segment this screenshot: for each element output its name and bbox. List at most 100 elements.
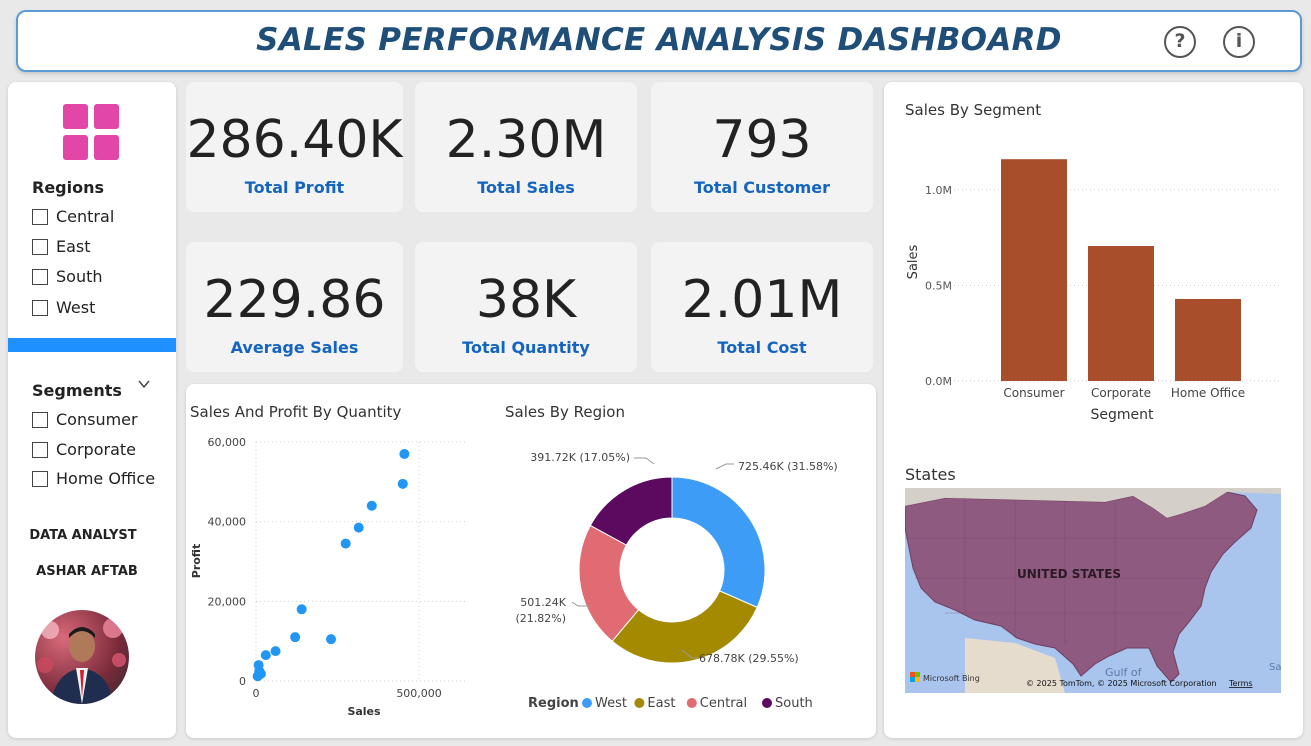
checkbox[interactable] <box>32 412 48 428</box>
region-option-south[interactable]: South <box>32 267 103 289</box>
kpi-label: Total Quantity <box>462 338 590 357</box>
checkbox[interactable] <box>32 300 48 316</box>
dashboard-grid-logo-icon <box>63 104 119 160</box>
kpi-total-quantity: 38K Total Quantity <box>415 242 637 372</box>
x-tick-label: Corporate <box>1091 386 1151 400</box>
right-panel: Sales By Segment 0.0M 0.5M 1.0M Sales Consum… <box>884 82 1303 738</box>
slice-label-east: 678.78K (29.55%) <box>699 652 799 665</box>
x-tick-label: 0 <box>253 687 260 700</box>
y-tick-label: 60,000 <box>208 436 247 449</box>
checkbox[interactable] <box>32 471 48 487</box>
kpi-label: Total Cost <box>717 338 807 357</box>
x-tick-label: 500,000 <box>396 687 442 700</box>
donut-chart[interactable]: 725.46K (31.58%) 391.72K (17.05%) 501.24K (… <box>486 424 876 734</box>
y-tick-label: 1.0M <box>925 184 952 197</box>
donut-chart-title: Sales By Region <box>505 403 625 421</box>
united-states-region[interactable] <box>905 491 1258 683</box>
legend-item-west[interactable]: West <box>595 696 627 711</box>
filter-sidebar: Regions Central East South West Segments… <box>8 82 176 738</box>
scatter-chart[interactable]: 0 20,000 40,000 60,000 0 500,000 Profit Sales <box>186 424 486 724</box>
scatter-point[interactable] <box>255 668 266 679</box>
checkbox[interactable] <box>32 239 48 255</box>
x-tick-label: Home Office <box>1171 386 1245 400</box>
analyst-name: ASHAR AFTAB <box>36 564 138 579</box>
bar-home-office[interactable] <box>1175 298 1241 381</box>
x-tick-label: Consumer <box>1003 386 1064 400</box>
map-country-label: UNITED STATES <box>1017 567 1121 581</box>
leader-line <box>634 457 655 465</box>
legend-item-central[interactable]: Central <box>700 696 747 711</box>
chevron-down-icon[interactable] <box>138 378 150 390</box>
scatter-point[interactable] <box>270 646 281 657</box>
segment-option-corporate[interactable]: Corporate <box>32 440 136 462</box>
kpi-total-sales: 2.30M Total Sales <box>415 82 637 212</box>
scatter-point[interactable] <box>260 650 271 661</box>
kpi-value: 793 <box>712 110 812 170</box>
checkbox[interactable] <box>32 442 48 458</box>
states-map[interactable]: UNITED STATES Gulf of Sar Microsoft Bing… <box>905 488 1281 693</box>
scatter-point[interactable] <box>290 632 301 643</box>
legend-item-east[interactable]: East <box>647 696 675 711</box>
page-title: SALES PERFORMANCE ANALYSIS DASHBOARD <box>256 22 1062 58</box>
help-icon[interactable]: ? <box>1164 26 1196 58</box>
donut-slice-south[interactable] <box>589 476 673 546</box>
kpi-total-profit: 286.40K Total Profit <box>186 82 403 212</box>
map-title: States <box>905 465 956 484</box>
regions-heading: Regions <box>32 178 105 197</box>
checkbox[interactable] <box>32 269 48 285</box>
charts-panel: Sales And Profit By Quantity 0 20,000 40,0… <box>186 384 876 738</box>
legend-title: Region <box>528 696 579 711</box>
kpi-total-cost: 2.01M Total Cost <box>651 242 873 372</box>
segments-heading: Segments <box>32 381 122 400</box>
segment-option-home-office[interactable]: Home Office <box>32 469 155 491</box>
kpi-label: Total Customer <box>694 178 830 197</box>
donut-slice-east[interactable] <box>611 590 758 664</box>
checkbox[interactable] <box>32 209 48 225</box>
scatter-point[interactable] <box>366 500 377 511</box>
map-provider: Microsoft Bing <box>923 674 980 683</box>
kpi-total-customer: 793 Total Customer <box>651 82 873 212</box>
bar-chart[interactable]: 0.0M 0.5M 1.0M Sales Consumer Corporate Home O… <box>884 122 1303 432</box>
region-option-central[interactable]: Central <box>32 207 114 229</box>
scatter-point[interactable] <box>340 538 351 549</box>
scatter-point[interactable] <box>326 634 337 645</box>
leader-line <box>715 463 734 470</box>
x-axis-label: Segment <box>1091 407 1155 423</box>
y-tick-label: 40,000 <box>208 516 247 529</box>
leader-line <box>571 601 590 607</box>
dashboard-header: SALES PERFORMANCE ANALYSIS DASHBOARD ? i <box>16 10 1302 72</box>
map-terms-link[interactable]: Terms <box>1228 679 1253 688</box>
kpi-value: 38K <box>475 270 577 330</box>
kpi-label: Average Sales <box>230 338 359 357</box>
info-icon[interactable]: i <box>1223 26 1255 58</box>
slice-label-central-pct: (21.82%) <box>515 612 566 625</box>
segment-option-consumer[interactable]: Consumer <box>32 410 138 432</box>
kpi-value: 2.01M <box>681 270 843 330</box>
scatter-chart-title: Sales And Profit By Quantity <box>190 403 402 421</box>
legend-marker <box>582 698 592 708</box>
region-option-west[interactable]: West <box>32 298 95 320</box>
bar-chart-title: Sales By Segment <box>905 101 1042 119</box>
legend-marker <box>634 698 645 708</box>
legend-item-south[interactable]: South <box>775 696 813 711</box>
slice-label-west: 725.46K (31.58%) <box>738 460 838 473</box>
bar-consumer[interactable] <box>1001 159 1067 381</box>
leader-line <box>681 649 698 659</box>
scatter-point[interactable] <box>397 478 408 489</box>
scatter-point[interactable] <box>296 604 307 615</box>
kpi-label: Total Sales <box>477 178 575 197</box>
y-tick-label: 20,000 <box>208 595 247 608</box>
donut-slice-west[interactable] <box>671 476 766 609</box>
y-tick-label: 0.5M <box>925 279 952 292</box>
scatter-point[interactable] <box>353 522 364 533</box>
analyst-role: DATA ANALYST <box>29 528 137 543</box>
region-option-east[interactable]: East <box>32 237 91 259</box>
map-edge-label: Sar <box>1269 662 1281 673</box>
scatter-point[interactable] <box>399 448 410 459</box>
scatter-point[interactable] <box>253 660 264 671</box>
slice-label-central-value: 501.24K <box>520 596 566 609</box>
kpi-label: Total Profit <box>244 178 345 197</box>
kpi-average-sales: 229.86 Average Sales <box>186 242 403 372</box>
bar-corporate[interactable] <box>1088 246 1154 381</box>
y-tick-label: 0 <box>239 675 246 688</box>
